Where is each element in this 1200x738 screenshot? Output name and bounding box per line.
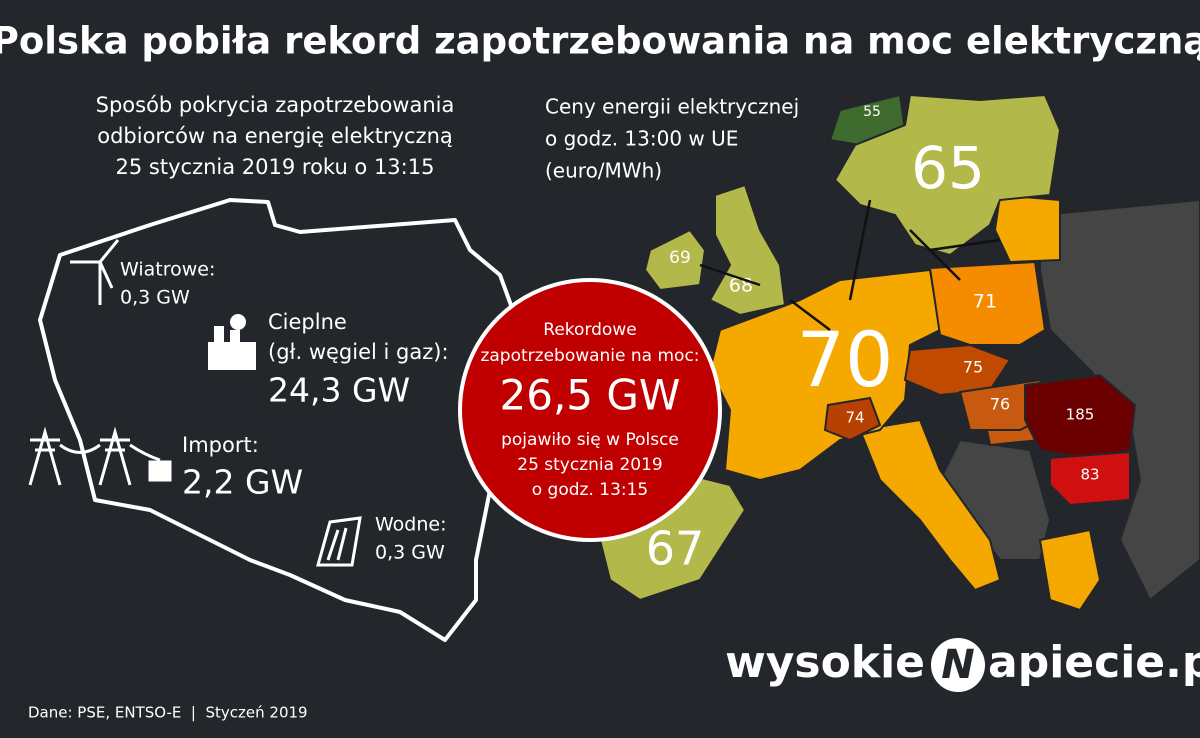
wind-icon: [70, 239, 120, 305]
logo-badge: [931, 638, 985, 692]
price-label: 76: [990, 395, 1010, 414]
prices-heading: o godz. 13:00 w UE: [545, 127, 738, 151]
price-region: [1049, 450, 1131, 507]
prices-heading: Ceny energii elektrycznej: [545, 95, 799, 119]
source-sublabel: (gł. węgiel i gaz):: [268, 340, 449, 364]
record-text: zapotrzebowanie na moc:: [480, 346, 699, 366]
source-value: 0,3 GW: [120, 287, 190, 309]
price-label: 185: [1066, 406, 1095, 424]
supply-heading: Sposób pokrycia zapotrzebowania: [96, 93, 455, 117]
logo-mark: N: [941, 642, 974, 688]
interconnector: [699, 263, 761, 287]
price-region: [643, 228, 707, 292]
record-text: 25 stycznia 2019: [517, 455, 662, 475]
source-label: Cieplne: [268, 310, 347, 334]
price-region: [708, 268, 942, 482]
factory-icon: [208, 314, 256, 370]
baltics: [993, 193, 1061, 264]
supply-heading: odbiorców na energię elektryczną: [97, 124, 453, 148]
price-region: [708, 183, 787, 317]
price-label: 65: [911, 134, 985, 202]
price-label: 69: [669, 248, 691, 268]
price-label: 83: [1080, 466, 1099, 484]
price-label: 75: [963, 358, 983, 377]
interconnector: [929, 238, 1001, 252]
dam-icon: [316, 516, 362, 567]
footer-source: Dane: PSE, ENTSO-E | Styczeń 2019: [28, 704, 308, 722]
prices-heading: (euro/MWh): [545, 159, 662, 183]
interconnector: [848, 199, 872, 301]
record-text: Rekordowe: [543, 320, 636, 340]
source-label: Import:: [182, 433, 259, 457]
price-region: [833, 93, 1062, 257]
source-value: 0,3 GW: [375, 542, 445, 564]
record-circle: [458, 278, 722, 542]
interconnector: [909, 229, 961, 281]
price-label: 55: [863, 104, 881, 120]
logo-text: wysokie: [725, 637, 925, 688]
source-value: 24,3 GW: [268, 371, 410, 410]
interconnectors: [699, 199, 1001, 331]
greece: [1038, 528, 1102, 612]
title: Polska pobiła rekord zapotrzebowania na …: [0, 20, 1200, 63]
price-label: 70: [797, 315, 894, 404]
source-value: 2,2 GW: [182, 463, 303, 502]
record-text: o godz. 13:15: [532, 480, 649, 500]
pylon-icons: [28, 426, 172, 486]
price-region: [928, 260, 1047, 346]
price-label: 74: [845, 409, 864, 427]
supply-heading: 25 stycznia 2019 roku o 13:15: [116, 155, 435, 179]
price-region: [823, 396, 882, 442]
logo-text: apiecie.pl: [988, 637, 1200, 688]
source-label: Wiatrowe:: [120, 259, 215, 281]
interconnector: [789, 299, 831, 331]
logo: wysokie N apiecie.pl: [725, 637, 1200, 692]
source-label: Wodne:: [375, 514, 447, 536]
poland-outline: [38, 198, 522, 642]
price-label: 71: [973, 291, 997, 313]
record-value: 26,5 GW: [500, 371, 681, 420]
price-label: 67: [646, 522, 705, 576]
record-text: pojawiło się w Polsce: [501, 430, 679, 450]
italy: [858, 418, 1002, 592]
